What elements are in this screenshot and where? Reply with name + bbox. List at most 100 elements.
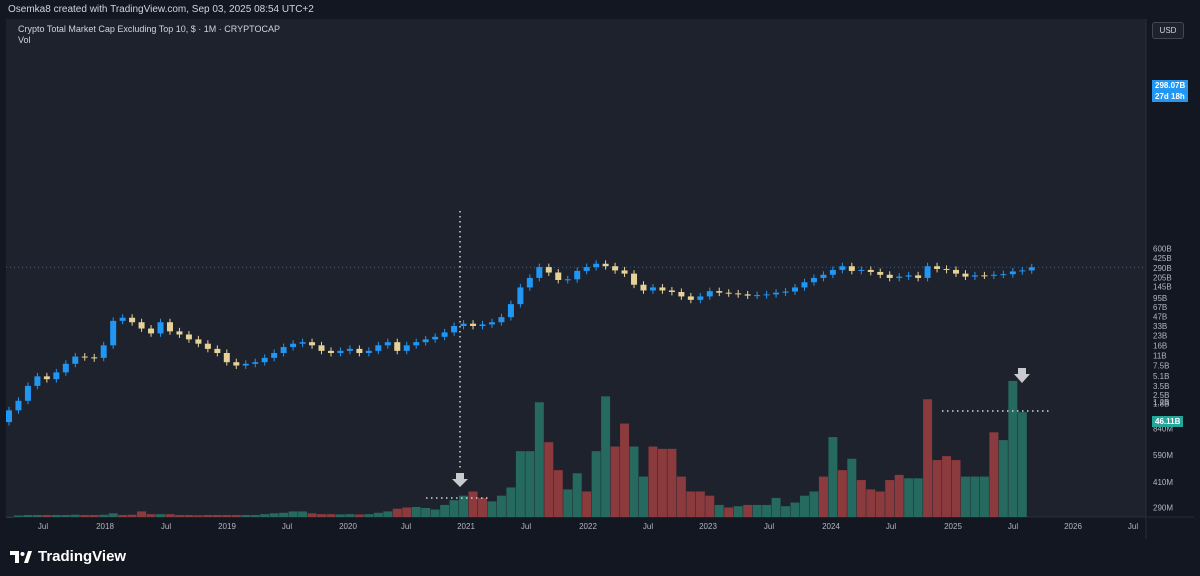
candle-body xyxy=(744,294,751,296)
volume-bar xyxy=(733,506,743,517)
candle-body xyxy=(138,322,145,329)
candle-body xyxy=(545,267,552,273)
candle-body xyxy=(62,363,69,373)
candle-body xyxy=(43,376,50,380)
candle-body xyxy=(280,347,287,353)
candle-body xyxy=(119,317,126,321)
candle-body xyxy=(53,372,60,380)
volume-bar xyxy=(847,458,857,517)
chart-pane[interactable]: 600B 425B 290B 205B 145B 95B 67B 47B 33B 23B 16B 11… xyxy=(6,19,1194,539)
time-axis-label: 2020 xyxy=(339,522,357,531)
brand[interactable]: TradingView xyxy=(10,548,126,565)
volume-bar xyxy=(127,514,137,517)
price-axis-label: 205B xyxy=(1153,273,1172,282)
volume-bar xyxy=(80,514,90,517)
volume-bar xyxy=(269,513,279,517)
candle-body xyxy=(773,292,780,295)
countdown-tag: 27d 18h xyxy=(1152,91,1188,102)
candle-body xyxy=(110,320,117,346)
volume-bar xyxy=(6,517,14,518)
volume-bar xyxy=(496,495,506,517)
candle-body xyxy=(34,376,41,386)
time-axis-label: 2019 xyxy=(218,522,236,531)
volume-bar xyxy=(23,514,33,517)
volume-bar xyxy=(241,514,251,517)
price-axis-label: 11B xyxy=(1153,351,1167,360)
price-axis-label: 145B xyxy=(1153,283,1172,292)
candle-body xyxy=(526,277,533,288)
volume-bar xyxy=(676,476,686,517)
candle-body xyxy=(470,323,477,327)
currency-button[interactable]: USD xyxy=(1152,22,1184,39)
volume-bar xyxy=(51,514,61,517)
candle-body xyxy=(148,328,155,334)
candle-body xyxy=(990,274,997,276)
volume-bar xyxy=(563,489,573,517)
volume-bar xyxy=(222,514,232,517)
time-axis-label: Jul xyxy=(1008,522,1018,531)
time-axis-label: Jul xyxy=(643,522,653,531)
candle-body xyxy=(356,348,363,353)
volume-bar xyxy=(828,437,838,517)
candle-body xyxy=(725,292,732,294)
candle-body xyxy=(602,263,609,267)
candle-body xyxy=(432,336,439,340)
candle-body xyxy=(649,287,656,291)
price-axis-label: 67B xyxy=(1153,303,1167,312)
candle-body xyxy=(1000,274,1007,276)
candle-body xyxy=(810,277,817,283)
candle-body xyxy=(555,272,562,281)
volume-bar xyxy=(591,451,601,517)
volume-axis-label: 290M xyxy=(1153,503,1173,512)
volume-bar xyxy=(752,504,762,517)
time-axis-label: 2018 xyxy=(96,522,114,531)
volume-bar xyxy=(146,514,156,517)
volume-bar xyxy=(440,504,450,517)
volume-bar xyxy=(212,514,222,517)
candle-body xyxy=(176,331,183,335)
price-axis-label: 5.1B xyxy=(1153,372,1169,381)
volume-bar xyxy=(89,514,99,517)
volume-bar xyxy=(629,446,639,517)
candle-body xyxy=(754,295,761,297)
volume-bar xyxy=(724,507,734,517)
candle-body xyxy=(327,350,334,353)
volume-bar xyxy=(449,500,459,517)
volume-axis-label: 1.2B xyxy=(1153,398,1169,407)
volume-bar xyxy=(487,501,497,517)
candle-body xyxy=(24,385,31,401)
candle-body xyxy=(896,276,903,278)
price-axis-label: 16B xyxy=(1153,341,1167,350)
candle-body xyxy=(612,266,619,271)
volume-bar xyxy=(174,514,184,517)
volume-bar xyxy=(515,451,525,517)
symbol-legend: Crypto Total Market Cap Excluding Top 10… xyxy=(18,24,280,34)
candle-body xyxy=(517,287,524,305)
volume-bar xyxy=(601,396,611,517)
candle-body xyxy=(233,362,240,366)
volume-bar xyxy=(932,460,942,517)
volume-bar xyxy=(790,502,800,517)
candle-body xyxy=(337,350,344,353)
volume-bar xyxy=(108,513,118,517)
candle-body xyxy=(763,294,770,296)
candle-body xyxy=(204,343,211,349)
candle-body xyxy=(924,266,931,278)
candle-body xyxy=(271,352,278,358)
volume-bar xyxy=(459,495,469,517)
candle-body xyxy=(394,342,401,351)
candle-body xyxy=(877,271,884,275)
time-axis-label: Jul xyxy=(886,522,896,531)
volume-bar xyxy=(506,487,516,517)
price-axis-label: 3.5B xyxy=(1153,382,1169,391)
volume-bar xyxy=(743,504,753,517)
volume-bar xyxy=(260,514,270,517)
volume-bar xyxy=(572,473,582,517)
volume-bar xyxy=(875,491,885,517)
arrow-down-icon xyxy=(1014,368,1030,383)
volume-bar xyxy=(478,497,487,517)
candle-body xyxy=(91,357,98,359)
footer xyxy=(0,540,1200,576)
candle-body xyxy=(242,363,249,366)
